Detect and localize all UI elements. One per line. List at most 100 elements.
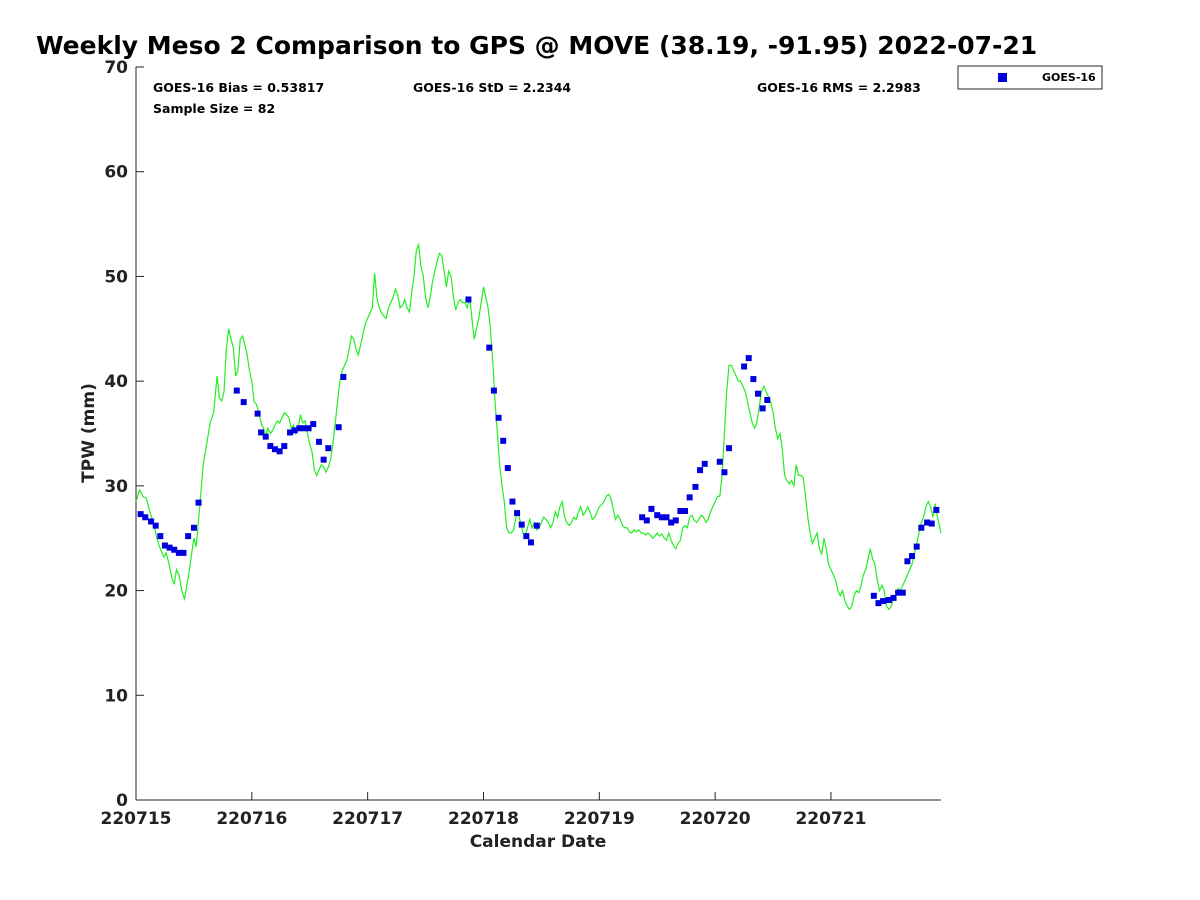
goes16-point-21: [281, 443, 288, 450]
goes16-point-25: [300, 425, 307, 432]
goes16-point-33: [465, 296, 472, 303]
goes16-point-26: [305, 425, 312, 432]
goes16-point-48: [654, 512, 661, 519]
goes16-point-11: [190, 524, 197, 531]
x-axis-label: Calendar Date: [470, 832, 607, 852]
goes16-point-51: [668, 519, 675, 526]
y-tick-label-2: 20: [104, 582, 128, 602]
goes16-point-6: [166, 544, 173, 551]
goes16-point-24: [296, 425, 303, 432]
goes16-point-77: [913, 543, 920, 550]
goes16-point-78: [918, 524, 925, 531]
plot-area: 0 10 20 30 40 50 60 70 220715 220716 220717 220718…: [101, 58, 942, 829]
y-axis-label: TPW (mm): [79, 383, 99, 483]
goes16-point-10: [185, 533, 192, 540]
goes16-point-81: [933, 506, 940, 513]
goes16-point-76: [909, 553, 916, 560]
legend: GOES-16: [957, 65, 1103, 90]
goes16-point-59: [716, 458, 723, 465]
goes16-point-16: [258, 429, 265, 436]
goes16-point-38: [504, 465, 511, 472]
goes16-point-31: [335, 424, 342, 431]
goes16-point-53: [677, 507, 684, 514]
y-tick-label-1: 10: [104, 686, 128, 706]
goes16-point-71: [885, 596, 892, 603]
y-tick-label-4: 40: [104, 372, 128, 392]
goes16-point-46: [643, 517, 650, 524]
goes16-point-72: [890, 594, 897, 601]
goes16-point-4: [157, 533, 164, 540]
goes16-point-58: [701, 460, 708, 467]
legend-marker-goes16: [998, 73, 1007, 82]
goes16-point-19: [271, 446, 278, 453]
goes16-point-74: [899, 589, 906, 596]
goes16-point-79: [924, 519, 931, 526]
goes16-point-27: [310, 421, 317, 428]
x-tick-label-4: 220719: [564, 809, 635, 829]
goes16-point-56: [692, 483, 699, 490]
goes16-point-9: [180, 549, 187, 556]
y-tick-label-7: 70: [104, 58, 128, 78]
goes16-point-61: [726, 445, 733, 452]
goes16-point-30: [325, 445, 332, 452]
y-tick-label-5: 50: [104, 267, 128, 287]
goes16-point-39: [509, 498, 516, 505]
goes16-point-42: [523, 533, 530, 540]
goes16-point-14: [240, 399, 247, 406]
goes16-point-66: [759, 405, 766, 412]
goes16-point-70: [880, 598, 887, 605]
series-points-goes16: [137, 296, 940, 607]
goes16-point-37: [500, 437, 507, 444]
goes16-point-49: [658, 514, 665, 521]
goes16-point-68: [870, 592, 877, 599]
goes16-point-7: [171, 546, 178, 553]
goes16-point-13: [233, 387, 240, 394]
goes16-point-20: [276, 448, 283, 455]
goes16-point-29: [320, 456, 327, 463]
y-tick-label-6: 60: [104, 163, 128, 183]
goes16-point-15: [254, 410, 261, 417]
goes16-point-8: [175, 549, 182, 556]
x-ticks: 220715 220716 220717 220718 220719 220720 2207…: [101, 792, 866, 829]
stat-std: GOES-16 StD = 2.2344: [413, 80, 571, 95]
stat-sample-size: Sample Size = 82: [153, 101, 275, 116]
goes16-point-55: [686, 494, 693, 501]
goes16-point-32: [340, 373, 347, 380]
goes16-point-18: [267, 443, 274, 450]
goes16-point-0: [137, 511, 144, 518]
goes16-point-67: [764, 396, 771, 403]
y-tick-label-3: 30: [104, 477, 128, 497]
goes16-point-43: [527, 539, 534, 546]
goes16-point-50: [663, 514, 670, 521]
x-tick-label-2: 220717: [332, 809, 403, 829]
goes16-point-45: [639, 514, 646, 521]
goes16-point-17: [262, 433, 269, 440]
goes16-point-57: [697, 467, 704, 474]
goes16-point-3: [152, 522, 159, 529]
series-line-gps: [135, 242, 942, 611]
goes16-point-75: [904, 558, 911, 565]
y-tick-label-0: 0: [116, 791, 128, 811]
chart-title: Weekly Meso 2 Comparison to GPS @ MOVE (…: [36, 31, 1037, 60]
goes16-point-1: [142, 514, 149, 521]
legend-label-goes16: GOES-16: [1042, 71, 1096, 84]
goes16-point-40: [514, 510, 521, 517]
x-tick-label-1: 220716: [216, 809, 287, 829]
x-tick-label-6: 220721: [795, 809, 866, 829]
goes16-point-62: [741, 363, 748, 370]
goes16-point-52: [672, 517, 679, 524]
goes16-point-12: [195, 499, 202, 506]
goes16-point-5: [161, 542, 168, 549]
goes16-point-73: [895, 589, 902, 596]
goes16-point-54: [682, 507, 689, 514]
goes16-point-22: [287, 429, 294, 436]
goes16-point-2: [148, 518, 155, 525]
y-ticks: 0 10 20 30 40 50 60 70: [104, 58, 144, 811]
goes16-point-64: [750, 376, 757, 383]
goes16-point-60: [721, 469, 728, 476]
goes16-point-80: [928, 520, 935, 527]
goes16-point-65: [754, 390, 761, 397]
goes16-point-47: [648, 505, 655, 512]
goes16-point-34: [486, 344, 493, 351]
